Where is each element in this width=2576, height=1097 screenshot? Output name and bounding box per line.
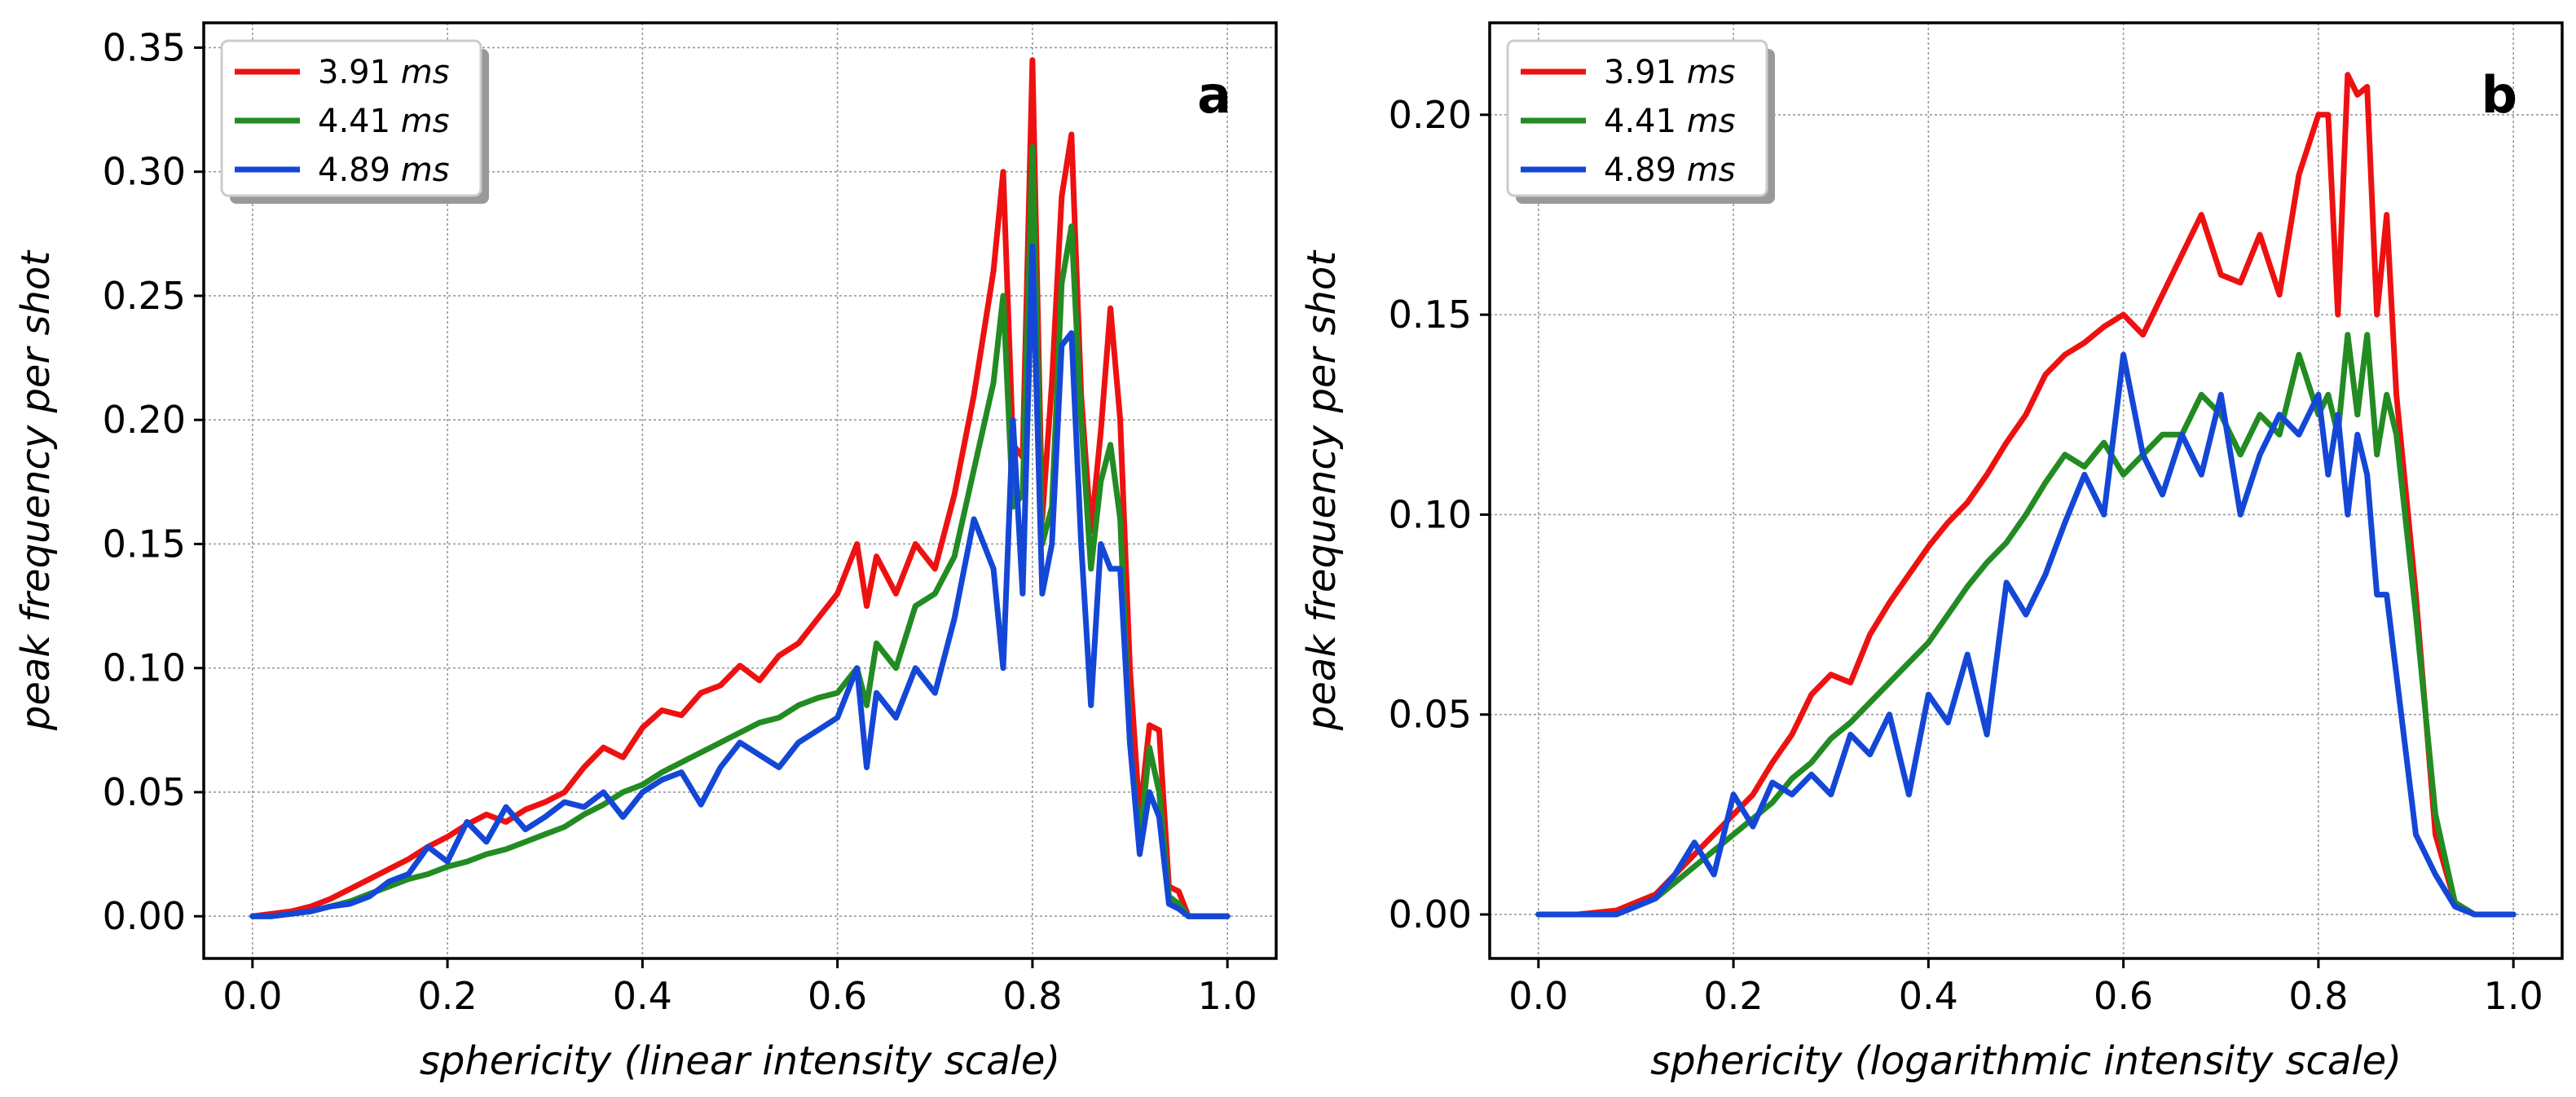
legend: 3.91 ms4.41 ms4.89 ms — [220, 39, 489, 204]
grid — [204, 23, 1276, 958]
y-tick-label: 0.15 — [103, 522, 186, 566]
legend-entry-unit: ms — [1687, 54, 1736, 91]
y-tick-label: 0.00 — [1389, 892, 1472, 936]
legend-entry-unit: ms — [401, 152, 450, 189]
y-tick-label: 0.05 — [1389, 693, 1472, 737]
legend-entry: 4.41 ms — [1604, 103, 1736, 140]
legend-entry-value: 3.91 — [1604, 54, 1676, 91]
legend-entry: 4.89 ms — [1604, 152, 1736, 189]
x-tick-label: 0.2 — [1704, 974, 1764, 1018]
legend-entry-value: 4.41 — [318, 103, 390, 140]
legend-entry-value: 4.89 — [1604, 152, 1676, 189]
y-tick-label: 0.25 — [103, 274, 186, 318]
plot-frame — [202, 21, 1278, 960]
legend-box — [220, 39, 482, 197]
x-tick-label: 0.4 — [1899, 974, 1958, 1018]
x-tick-label: 0.2 — [418, 974, 478, 1018]
legend-entry: 3.91 ms — [1604, 54, 1736, 91]
x-tick-label: 0.6 — [808, 974, 867, 1018]
panel-label: b — [2481, 65, 2517, 125]
legend-entry: 4.41 ms — [318, 103, 450, 140]
series-line-3-91 — [249, 57, 1231, 919]
x-tick-label: 0.0 — [1508, 974, 1568, 1018]
x-axis-label: sphericity (logarithmic intensity scale) — [1650, 1038, 2402, 1084]
x-tick-label: 0.4 — [613, 974, 672, 1018]
y-tick-label: 0.35 — [103, 25, 186, 69]
y-tick-label: 0.20 — [1389, 93, 1472, 137]
legend-entry: 4.89 ms — [318, 152, 450, 189]
series-line-4-41 — [1535, 332, 2517, 918]
y-axis-label: peak frequency per shot — [13, 249, 59, 731]
panel-label: a — [1197, 65, 1231, 125]
legend-entry-unit: ms — [1687, 152, 1736, 189]
y-tick-label: 0.05 — [103, 770, 186, 814]
chart-panel-b: 0.0 0.2 0.4 0.6 0.8 1.0 0.00 0.05 0.10 0.15 0.20 sp… — [1299, 21, 2564, 1084]
y-tick-label: 0.20 — [103, 398, 186, 442]
series-group — [249, 57, 1231, 919]
series-group — [1535, 72, 2517, 918]
legend-box — [1506, 39, 1768, 197]
y-tick-label: 0.10 — [1389, 492, 1472, 536]
legend-entry-value: 3.91 — [318, 54, 390, 91]
series-line-4-89 — [249, 243, 1231, 919]
y-tick-label: 0.30 — [103, 150, 186, 194]
y-tick-label: 0.15 — [1389, 293, 1472, 337]
legend-entry-unit: ms — [1687, 103, 1736, 140]
x-tick-label: 0.8 — [2288, 974, 2348, 1018]
x-axis-label: sphericity (linear intensity scale) — [420, 1038, 1060, 1084]
legend-entry-unit: ms — [401, 103, 450, 140]
y-tick-label: 0.10 — [103, 646, 186, 690]
x-tick-label: 1.0 — [1198, 974, 1257, 1018]
x-tick-label: 0.8 — [1002, 974, 1062, 1018]
series-line-4-41 — [249, 143, 1231, 919]
legend-entry-unit: ms — [401, 54, 450, 91]
legend-entry-value: 4.89 — [318, 152, 390, 189]
x-tick-label: 1.0 — [2484, 974, 2543, 1018]
y-axis-label: peak frequency per shot — [1299, 249, 1345, 731]
legend-entry: 3.91 ms — [318, 54, 450, 91]
x-tick-label: 0.6 — [2094, 974, 2153, 1018]
chart-panel-a: 0.0 0.2 0.4 0.6 0.8 1.0 0.00 0.05 0.10 0.15 0.20 0.… — [13, 21, 1278, 1084]
y-tick-label: 0.00 — [103, 894, 186, 938]
legend: 3.91 ms4.41 ms4.89 ms — [1506, 39, 1775, 204]
series-line-4-89 — [1535, 351, 2517, 918]
x-tick-label: 0.0 — [222, 974, 282, 1018]
series-line-3-91 — [1535, 72, 2517, 918]
plot-frame — [1488, 21, 2564, 960]
legend-entry-value: 4.41 — [1604, 103, 1676, 140]
